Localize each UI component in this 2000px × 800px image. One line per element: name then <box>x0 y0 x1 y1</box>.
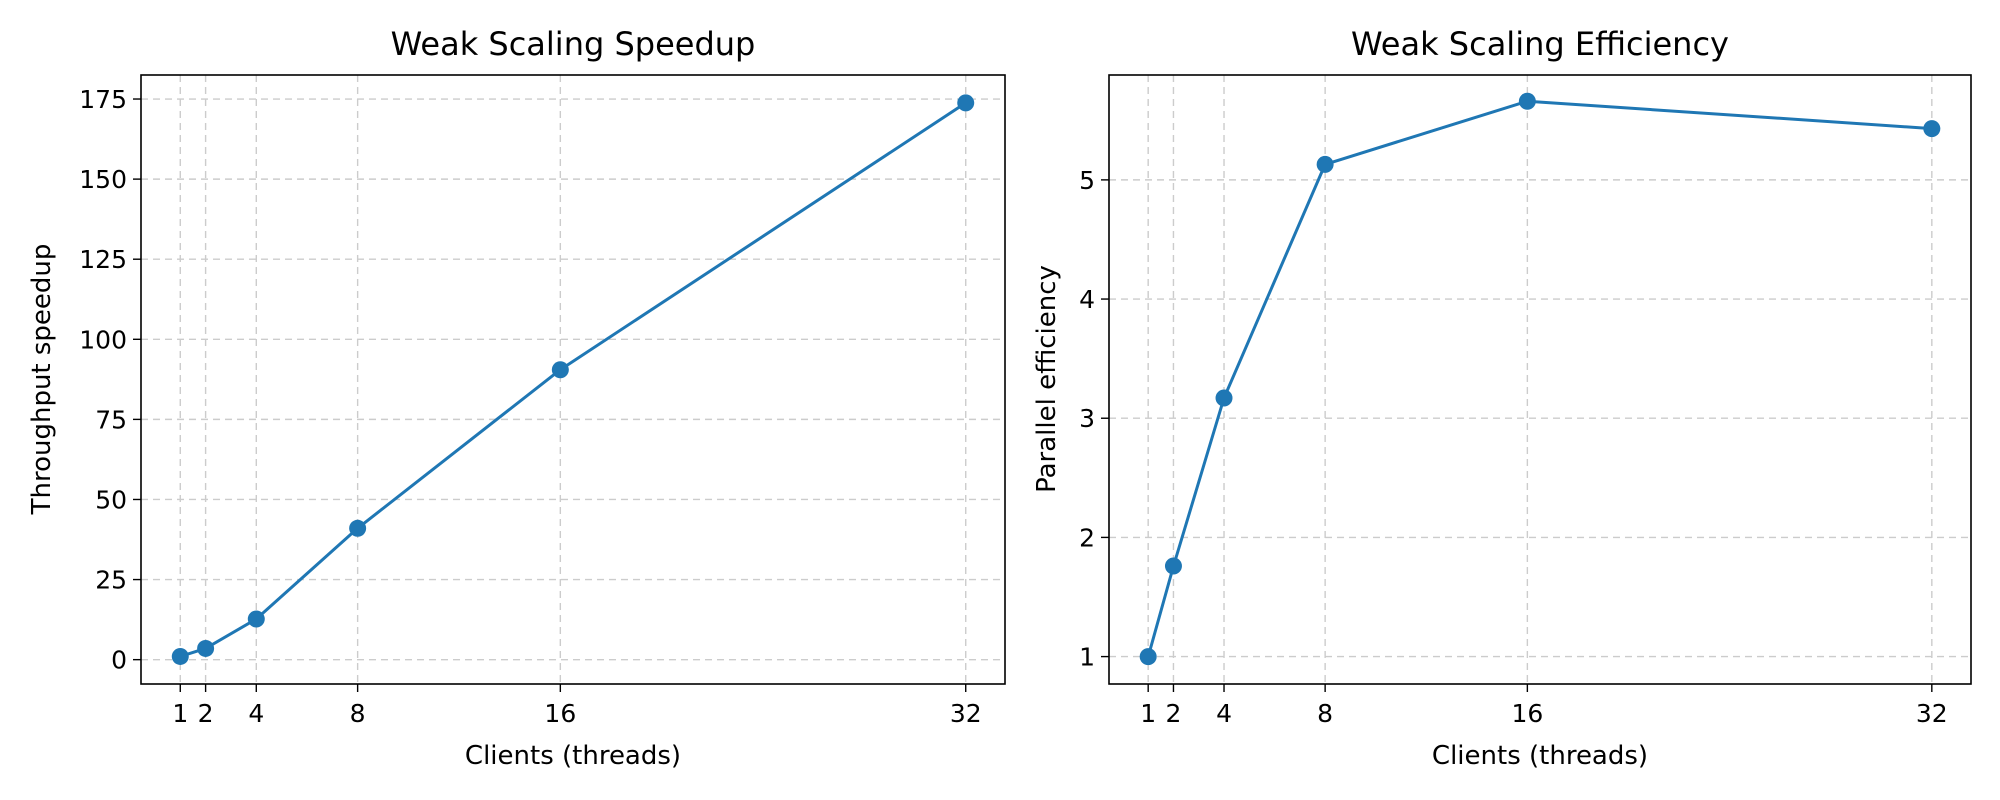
y-tick-label: 175 <box>79 85 127 114</box>
data-point <box>247 610 265 628</box>
x-tick-label: 1 <box>172 699 188 728</box>
chart-title: Weak Scaling Speedup <box>391 25 756 63</box>
x-tick-label: 16 <box>544 699 576 728</box>
grid <box>1109 75 1971 684</box>
data-point <box>1215 389 1233 407</box>
x-axis-label: Clients (threads) <box>465 741 681 771</box>
data-point <box>197 639 215 657</box>
x-tick-label: 8 <box>350 699 366 728</box>
series-line <box>1146 99 1932 658</box>
data-point <box>1316 155 1334 173</box>
y-tick-label: 125 <box>79 245 127 274</box>
x-tick-label: 2 <box>1166 699 1182 728</box>
chart-title: Weak Scaling Efficiency <box>1351 25 1729 63</box>
x-tick-label: 32 <box>950 699 982 728</box>
plot-frame <box>1108 74 1972 685</box>
y-tick-label: 2 <box>1079 523 1095 552</box>
x-tick-label: 1 <box>1140 699 1156 728</box>
series <box>171 94 975 665</box>
y-axis-label: Parallel efficiency <box>1032 265 1062 493</box>
data-point <box>1923 120 1941 138</box>
y-tick-label: 100 <box>79 325 127 354</box>
x-tick-label: 32 <box>1916 699 1948 728</box>
data-point <box>171 647 189 665</box>
data-point <box>1518 92 1536 110</box>
y-tick-label: 0 <box>111 646 127 675</box>
data-point <box>551 361 569 379</box>
x-axis-label: Clients (threads) <box>1432 741 1648 771</box>
x-axis-ticks: 1 2 4 8 16 32 <box>1140 684 1948 728</box>
plot-frame <box>140 74 1006 685</box>
data-point <box>1164 557 1182 575</box>
y-axis-ticks: 1 2 3 4 5 <box>1079 166 1109 672</box>
x-tick-label: 4 <box>1216 699 1232 728</box>
y-axis-label: Throughput speedup <box>27 244 57 516</box>
x-tick-label: 4 <box>248 699 264 728</box>
y-tick-label: 75 <box>95 405 127 434</box>
y-tick-label: 150 <box>79 165 127 194</box>
grid <box>141 75 1005 684</box>
y-axis-ticks: 0 25 50 75 100 125 150 175 <box>79 85 141 675</box>
speedup-chart: Weak Scaling Speedup 1 2 4 8 16 32 0 25 50 75 100… <box>27 25 1006 771</box>
y-tick-label: 25 <box>95 566 127 595</box>
x-axis-ticks: 1 2 4 8 16 32 <box>172 684 982 728</box>
data-point <box>1139 648 1157 666</box>
y-tick-label: 50 <box>95 485 127 514</box>
series <box>1139 92 1941 666</box>
x-tick-label: 8 <box>1317 699 1333 728</box>
x-tick-label: 16 <box>1511 699 1543 728</box>
data-point <box>957 94 975 112</box>
y-tick-label: 5 <box>1079 166 1095 195</box>
x-tick-label: 2 <box>198 699 214 728</box>
data-point <box>349 519 367 537</box>
y-tick-label: 3 <box>1079 404 1095 433</box>
y-tick-label: 4 <box>1079 285 1095 314</box>
y-tick-label: 1 <box>1079 643 1095 672</box>
